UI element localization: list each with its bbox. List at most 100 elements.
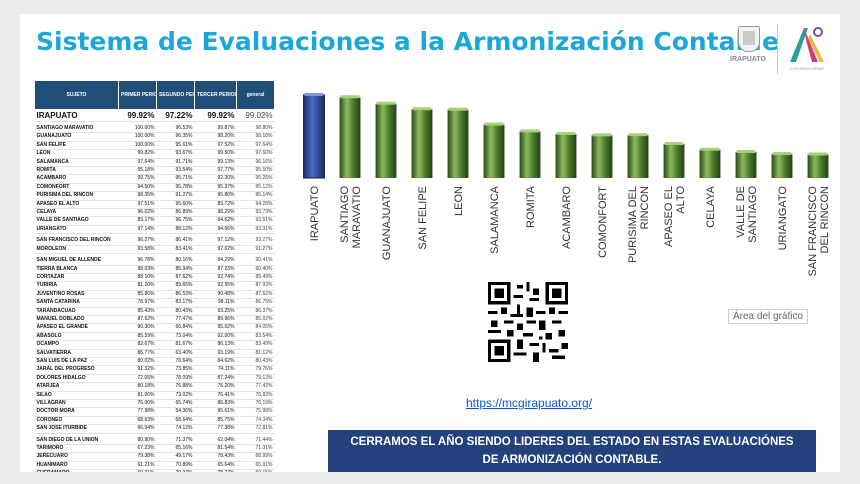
cell: 78.77% [194, 469, 237, 472]
cell: 94.28% [236, 200, 275, 210]
table-row: SAN LUIS DE LA PAZ 80.02% 76.64% 84.62% 80.4… [34, 357, 275, 367]
cell: 97.02% [194, 245, 237, 255]
cell: 98.18% [236, 132, 275, 142]
bar-0 [303, 92, 325, 179]
table-row: PURISIMA DEL RINCON 98.35% 91.27% 95.80% 95.… [34, 191, 275, 201]
cell: SAN FRANCISCO DEL RINCON [34, 237, 119, 246]
x-tick-label: LEON [453, 186, 465, 216]
cell: 75.98% [236, 407, 275, 417]
cell: SAN LUIS DE LA PAZ [34, 357, 119, 367]
cell: 98.29% [194, 208, 237, 218]
table-row: SALVATIERRA 86.77% 63.40% 93.19% 81.12% [34, 349, 275, 358]
cell: 95.14% [236, 191, 275, 201]
bar-cap [664, 142, 684, 146]
cell: 74.34% [236, 416, 275, 426]
cell: 83.17% [156, 298, 195, 308]
cell: 76.00% [118, 399, 157, 409]
cell: CELAYA [34, 208, 119, 218]
bar-cap [772, 152, 792, 156]
cell: 86.75% [236, 298, 275, 308]
cell: 96.27% [118, 237, 157, 246]
bar-rect [375, 103, 397, 178]
cell: 89.65% [156, 281, 195, 291]
bar-7 [555, 132, 577, 178]
bar-rect [411, 109, 433, 178]
cell: 86.41% [156, 237, 195, 246]
cell: 90.48% [194, 290, 237, 300]
cell: 93.51% [236, 216, 275, 226]
website-link[interactable]: https://mcgirapuato.org/ [466, 396, 593, 410]
table-row: ATARJEA 80.18% 76.88% 75.20% 77.42% [34, 382, 275, 392]
bar-cap [304, 92, 324, 96]
bar-5 [483, 122, 505, 178]
cell: 98.35% [118, 191, 157, 201]
bar-cap [700, 147, 720, 151]
table-row: SAN DIEGO DE LA UNION 80.90% 71.37% 62.04% 7… [34, 436, 275, 446]
x-tick-label: SAN FRANCISCODEL RINCON [807, 186, 831, 277]
bar-cap [340, 95, 360, 99]
cell: 81.54% [194, 444, 237, 454]
bar-rect [807, 154, 829, 178]
cell: 68.63% [118, 416, 157, 426]
cell: 72.05% [118, 374, 157, 384]
cell: 96.78% [118, 257, 157, 266]
cell: 71.37% [156, 436, 195, 446]
cell: 97.12% [194, 237, 237, 246]
bar-12 [735, 150, 757, 178]
cell: 77.47% [156, 315, 195, 325]
cell: 75.20% [194, 382, 237, 392]
bar-13 [771, 152, 793, 178]
table-row: TARANDACUAO 85.43% 80.43% 93.25% 86.37% [34, 307, 275, 316]
banner-line-1: CERRAMOS EL AÑO SIENDO LIDERES DEL ESTAD… [350, 436, 794, 448]
cell: 94.62% [194, 216, 237, 226]
cell: HUANIMARO [34, 461, 119, 471]
cell: 85.75% [194, 416, 237, 426]
table-row: ACAMBARO 99.75% 95.71% 92.30% 95.25% [34, 174, 275, 184]
chart-area-tooltip: Área del gráfico [728, 309, 809, 324]
bar-rect [483, 124, 505, 178]
cell: 87.23% [194, 265, 237, 274]
cell: 95.50% [236, 166, 275, 176]
cell: 84.05% [236, 323, 275, 333]
cell: 93.27% [236, 237, 275, 246]
cell: SAN FELIPE [34, 141, 119, 151]
table-row: ABASOLO 85.59% 73.04% 92.00% 83.54% [34, 332, 275, 342]
cell: TARIMORO [34, 444, 119, 454]
cell: 79.38% [118, 452, 157, 462]
cell: 80.18% [118, 382, 157, 392]
table-row: CORONEO 68.63% 68.64% 85.75% 74.34% [34, 416, 275, 426]
cell: 95.12% [236, 183, 275, 193]
cell: 97.64% [236, 141, 275, 151]
bar-rect [303, 94, 325, 179]
header-tercer-periodo: TERCER PERIODO 2025 [194, 80, 237, 110]
bar-chart: IRAPUATO SANTIAGOMARAVATIO GUANAJUATO SAN F… [303, 92, 831, 277]
cell: 78.09% [156, 374, 195, 384]
cell: 93.25% [194, 307, 237, 316]
qr-code-icon[interactable] [488, 282, 568, 362]
cell: 73.02% [156, 391, 195, 401]
cell: DOLORES HIDALGO [34, 374, 119, 384]
bar-14 [807, 152, 829, 178]
bar-cap [448, 107, 468, 111]
cell: 87.24% [194, 374, 237, 384]
table-row: JARAL DEL PROGRESO 91.32% 73.85% 74.11% 79.7… [34, 365, 275, 375]
bar-8 [591, 133, 613, 178]
cell: SANTA CATARINA [34, 298, 119, 308]
cell: 80.16% [156, 257, 195, 266]
cell: 97.22% [156, 109, 195, 122]
table-row: VILLAGRAN 76.00% 65.74% 86.83% 76.19% [34, 399, 275, 409]
table-row: HUANIMARO 61.21% 70.89% 65.64% 65.91% [34, 461, 275, 471]
cell: 95.25% [236, 174, 275, 184]
cell: 65.91% [236, 461, 275, 471]
cell: 76.83% [236, 391, 275, 401]
cell: 66.84% [156, 323, 195, 333]
cell: 87.62% [118, 315, 157, 325]
bar-cap [412, 107, 432, 111]
cell: 66.94% [118, 424, 157, 434]
cell: OCAMPO [34, 340, 119, 350]
cell: 98.80% [236, 125, 275, 134]
cell: 83.54% [236, 332, 275, 342]
cell: MOROLEON [34, 245, 119, 255]
cell: 79.13% [236, 374, 275, 384]
cell: 93.19% [194, 349, 237, 358]
